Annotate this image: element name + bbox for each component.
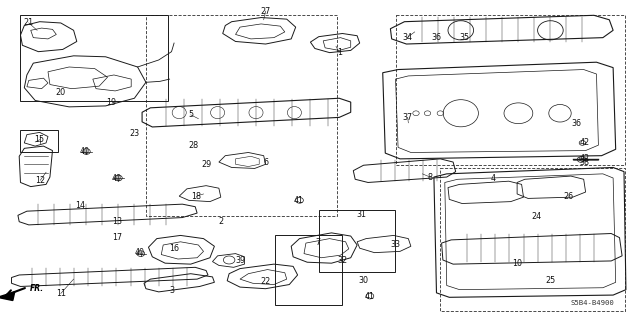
Polygon shape <box>0 292 15 300</box>
Text: 10: 10 <box>512 259 522 268</box>
Text: S5B4-B4900: S5B4-B4900 <box>571 300 614 307</box>
Text: 18: 18 <box>191 192 202 201</box>
Text: 2: 2 <box>218 217 223 226</box>
Bar <box>440 168 625 311</box>
Text: 28: 28 <box>188 141 198 150</box>
Text: 1: 1 <box>337 48 342 57</box>
Bar <box>20 130 58 152</box>
Bar <box>146 15 337 216</box>
Text: 20: 20 <box>56 88 66 97</box>
Text: 8: 8 <box>428 173 433 182</box>
Text: 33: 33 <box>390 241 401 249</box>
Text: 24: 24 <box>531 212 541 221</box>
Bar <box>275 235 342 305</box>
Text: 25: 25 <box>545 276 556 285</box>
Text: 23: 23 <box>129 129 140 138</box>
Text: 31: 31 <box>356 210 367 219</box>
Text: 36: 36 <box>431 33 442 42</box>
Text: 5: 5 <box>188 110 193 119</box>
Text: 40: 40 <box>134 249 145 257</box>
Text: 11: 11 <box>56 289 66 298</box>
Text: 21: 21 <box>24 19 34 27</box>
Text: 4: 4 <box>490 174 495 183</box>
Text: 19: 19 <box>106 98 116 107</box>
Text: 17: 17 <box>112 233 122 242</box>
Text: 26: 26 <box>563 192 573 201</box>
Text: 22: 22 <box>260 277 271 286</box>
Text: 15: 15 <box>35 135 45 144</box>
Text: 42: 42 <box>579 154 589 163</box>
Text: FR.: FR. <box>29 284 44 293</box>
Text: 39: 39 <box>235 256 245 265</box>
Text: 35: 35 <box>460 33 470 42</box>
Text: 41: 41 <box>364 292 374 300</box>
Text: 7: 7 <box>316 238 321 247</box>
Text: 27: 27 <box>260 7 271 16</box>
Text: 30: 30 <box>358 276 369 285</box>
Bar <box>396 15 625 165</box>
Text: 38: 38 <box>579 158 589 167</box>
Text: 3: 3 <box>169 286 174 295</box>
Text: 6: 6 <box>263 158 268 167</box>
Text: 36: 36 <box>571 119 581 128</box>
Bar <box>20 15 168 101</box>
Text: 12: 12 <box>35 176 45 185</box>
Text: 14: 14 <box>76 201 86 210</box>
Text: 29: 29 <box>201 160 211 169</box>
Text: 16: 16 <box>169 244 179 253</box>
Text: 32: 32 <box>337 256 348 265</box>
Text: 37: 37 <box>403 113 413 122</box>
Text: 42: 42 <box>579 138 589 147</box>
Text: 40: 40 <box>80 147 90 156</box>
Text: 13: 13 <box>112 217 122 226</box>
Text: 41: 41 <box>293 197 303 205</box>
Text: 34: 34 <box>402 33 412 42</box>
Bar <box>319 210 395 272</box>
Text: 40: 40 <box>112 174 122 182</box>
